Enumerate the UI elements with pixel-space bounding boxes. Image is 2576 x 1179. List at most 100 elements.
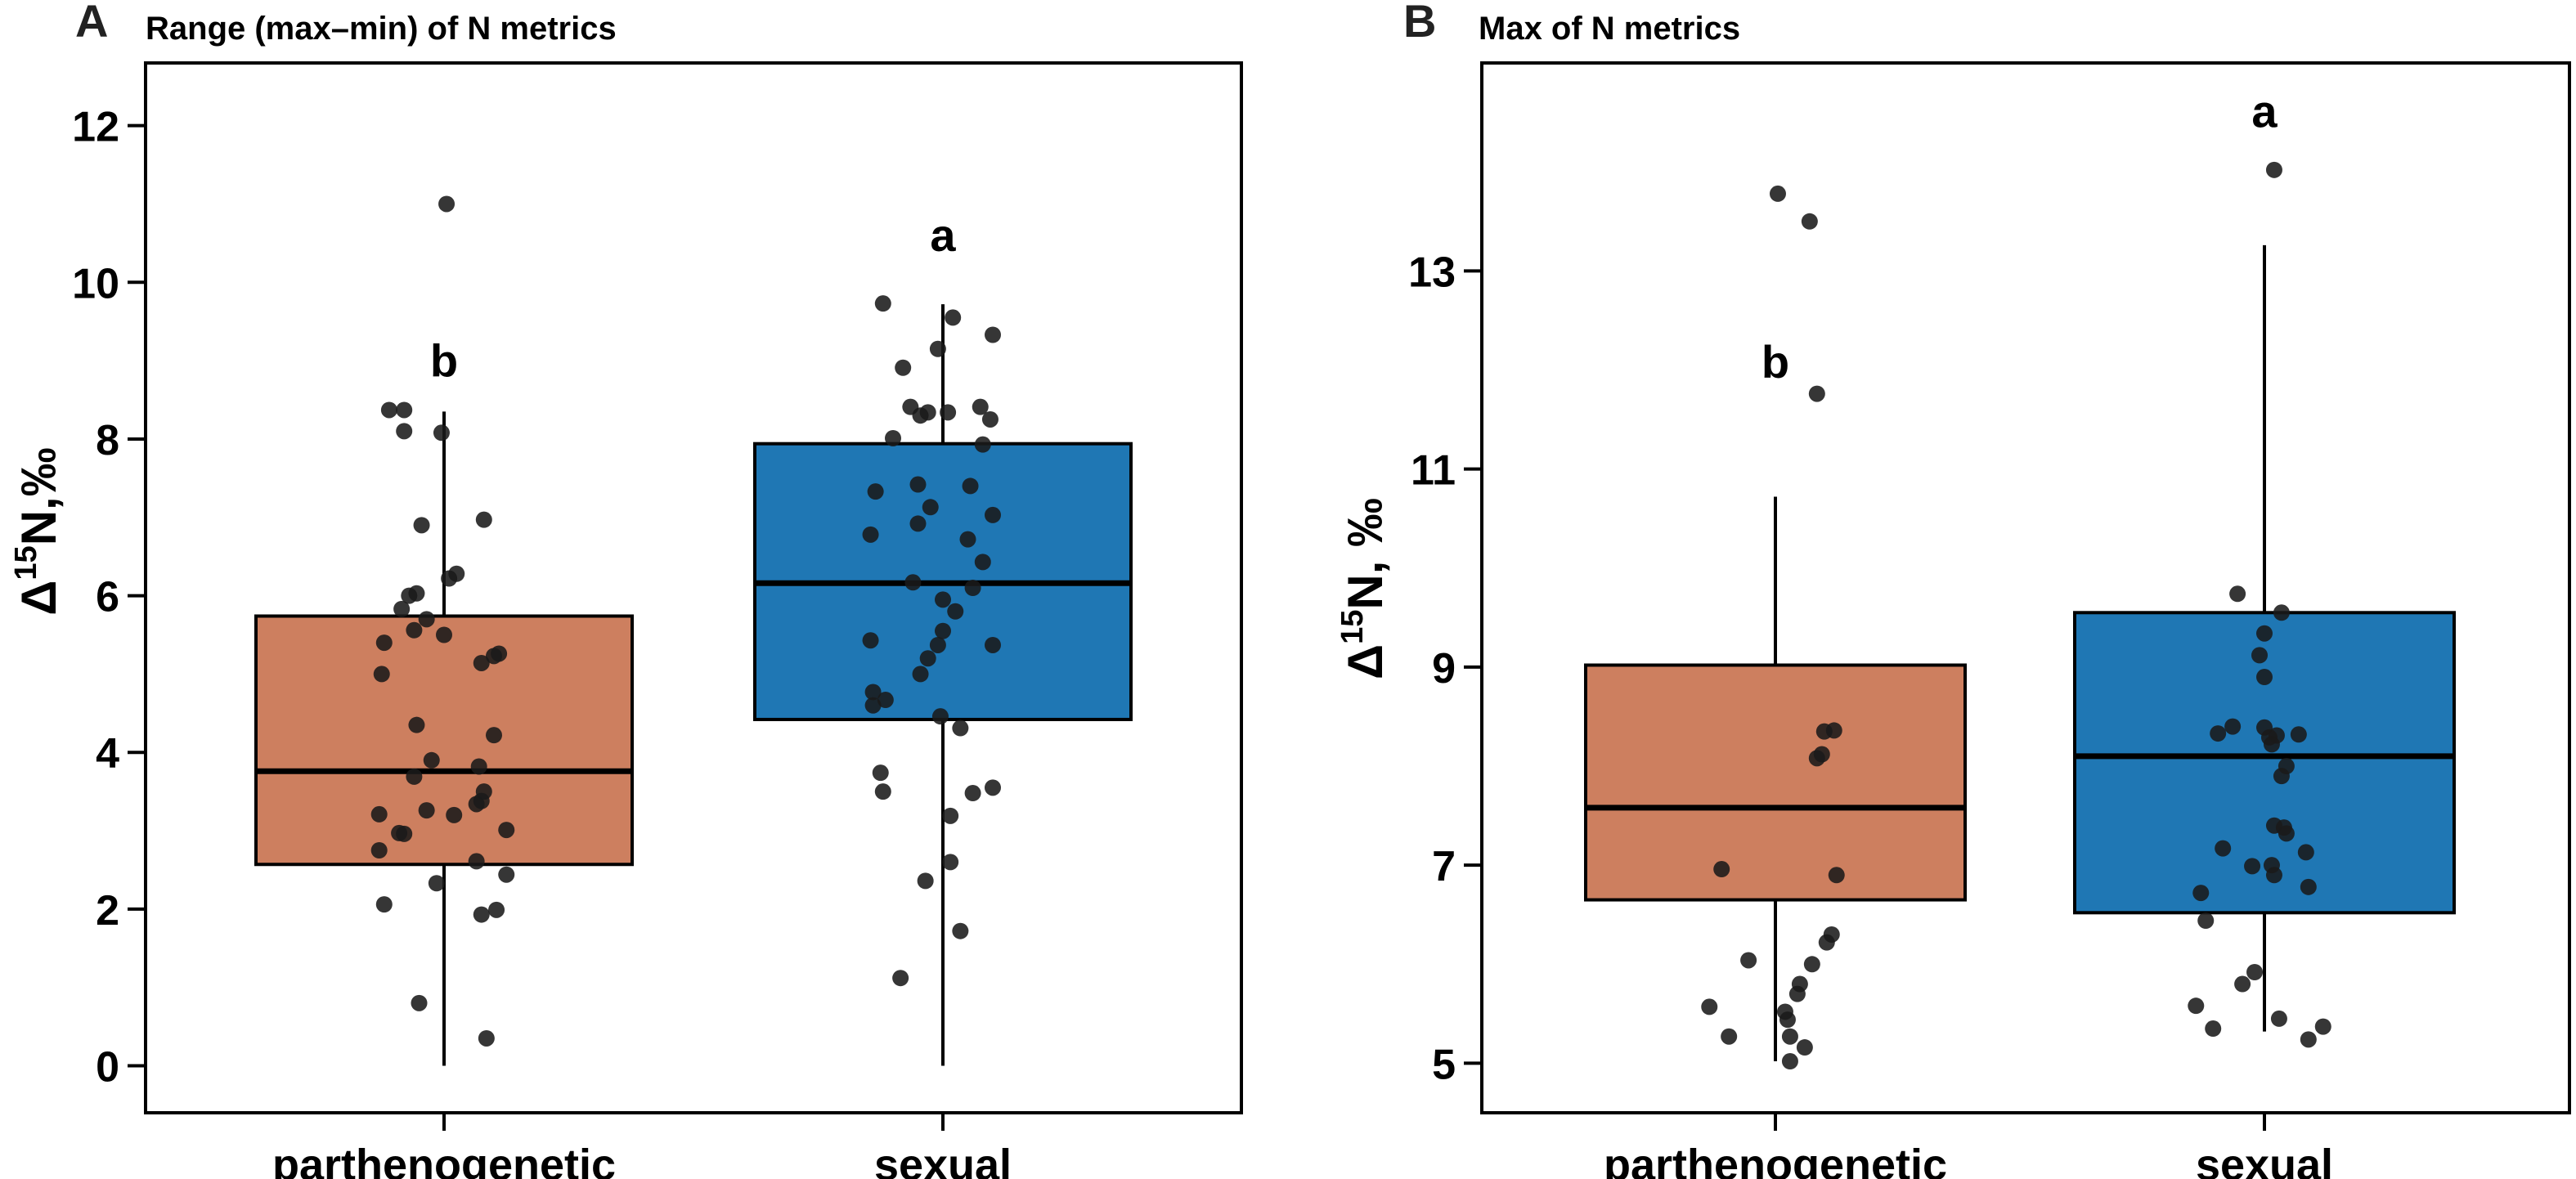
data-point [2300,878,2317,895]
y-tick-label: 5 [1432,1041,1456,1088]
data-point [2290,726,2307,743]
y-tick-label: 11 [1411,447,1456,495]
data-point [1701,998,1718,1015]
data-point [922,499,939,516]
data-point [370,805,388,823]
data-point [962,477,979,495]
panel-a-title: Range (max–min) of N metrics [146,11,617,47]
data-point [396,825,413,842]
data-point [919,404,936,421]
panel-a: A Range (max–min) of N metrics Δ15N,‰ 0 2… [9,0,1243,1179]
data-point [912,666,929,683]
data-point [2273,768,2290,785]
data-point [468,853,485,870]
data-point [2251,647,2269,664]
data-point [470,758,487,775]
data-point [436,626,452,643]
data-point [473,654,490,671]
data-point [974,554,991,571]
data-point [1803,956,1820,973]
data-point [475,511,492,528]
data-point [2246,963,2264,980]
data-point [2265,867,2282,884]
data-point [964,580,981,596]
data-point [864,697,882,714]
data-point [942,854,959,871]
data-point [864,684,882,701]
data-point [872,764,889,782]
data-point [2314,1018,2331,1035]
data-point [952,922,969,939]
data-point [985,506,1001,523]
data-point [892,970,909,987]
data-point [423,751,440,769]
data-point [1788,985,1806,1002]
data-point [1808,385,1825,402]
data-point [877,692,894,709]
ylabel-superscript: 15 [1335,610,1370,644]
significance-letter: b [430,334,458,386]
data-point [929,340,946,357]
ylabel-superscript: 15 [9,545,43,580]
data-point [935,622,951,639]
data-point [488,901,505,918]
data-point [904,574,922,591]
data-point [1813,746,1830,763]
data-point [952,720,969,737]
ylabel-suffix: N, ‰ [1338,498,1393,610]
ylabel-prefix: Δ [1338,644,1393,679]
y-tick-label: 0 [96,1044,119,1092]
significance-letter: a [930,209,956,261]
panel-a-letter: A [75,0,108,47]
y-tick-label: 6 [96,574,119,621]
data-point [885,429,901,446]
data-point [862,526,879,543]
data-point [1815,723,1833,740]
data-point [1713,861,1730,878]
data-point [2263,736,2280,753]
y-tick-label: 4 [96,730,119,778]
data-point [408,716,425,733]
data-point [974,436,991,453]
data-point [1779,1011,1796,1029]
data-point [438,195,456,213]
x-tick-label: sexual [874,1141,1012,1179]
data-point [942,807,959,824]
data-point [418,611,435,628]
data-point [985,326,1001,343]
data-point [2300,1031,2317,1048]
data-point [2197,912,2215,930]
data-point [2229,585,2246,603]
data-point [931,708,949,725]
y-tick-label: 13 [1408,249,1456,296]
data-point [486,727,502,744]
data-point [947,603,964,620]
data-point [959,531,976,548]
data-point [2256,625,2273,642]
data-point [2234,975,2251,993]
data-point [498,822,515,839]
panel-b-plot-frame [1480,61,2571,1114]
data-point [2297,844,2314,861]
data-point [1801,213,1818,230]
x-tick-label: sexual [2196,1141,2333,1179]
y-tick-label: 10 [72,260,119,307]
data-point [2210,725,2227,742]
data-point [940,404,957,421]
data-point [393,600,411,617]
data-point [1740,952,1757,969]
data-point [406,621,423,639]
ylabel-suffix: N,‰ [11,447,66,545]
y-tick-label: 9 [1432,645,1456,693]
data-point [945,309,962,326]
data-point [1769,185,1786,202]
data-point [2224,718,2242,735]
data-point [428,875,445,892]
x-tick-label: parthenogenetic [272,1141,616,1179]
data-point [1781,1028,1798,1045]
data-point [2278,825,2295,842]
data-point [2205,1020,2222,1038]
panel-b-y-axis-label: Δ15N, ‰ [1335,498,1393,679]
data-point [2215,840,2232,857]
